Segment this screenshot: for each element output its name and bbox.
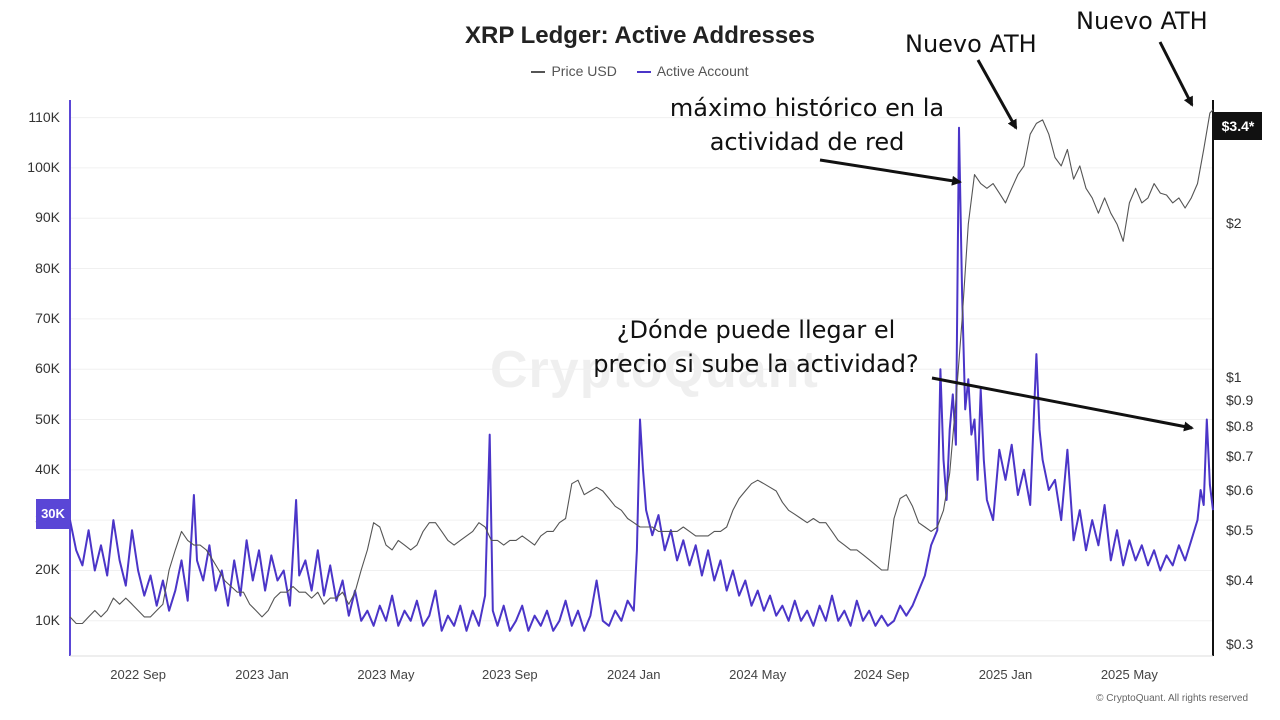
x-tick-label: 2024 May [729,667,787,682]
legend-label-active-account: Active Account [656,63,749,79]
y-right-tick-label: $0.9 [1226,392,1254,409]
series-layer [69,109,1214,632]
annotation-network-activity: máximo histórico en la actividad de red [660,91,954,159]
y-right-tick-label: $0.6 [1226,481,1254,498]
x-tick-label: 2024 Jan [607,667,661,682]
legend-label-price: Price USD [551,63,617,79]
gridlines [70,117,1213,622]
x-tick-label: 2025 May [1100,667,1158,682]
y-right-tick-label: $0.4 [1226,571,1254,588]
y-left-tick-label: 50K [35,410,60,427]
y-right-tick-label: $0.5 [1226,522,1254,539]
annotation-network-line-2: actividad de red [709,128,905,156]
series-line-price-usd[interactable] [69,109,1214,625]
series-line-active-account[interactable] [69,126,1214,632]
y-left-tick-label: 70K [35,309,60,326]
annotation-arrow-network [819,158,962,186]
legend-item-active-account[interactable]: Active Account [636,63,749,79]
y-right-tick-label: $0.8 [1226,418,1254,435]
annotation-ath-1: Nuevo ATH [905,30,1037,58]
annotation-network-line-1: máximo histórico en la [669,94,945,122]
annotation-question: ¿Dónde puede llegar el precio si sube la… [580,313,932,381]
copyright: © CryptoQuant. All rights reserved [1096,693,1248,704]
x-tick-label: 2024 Sep [853,667,910,682]
y-right-tick-label: $2 [1226,215,1242,232]
annotation-arrow-ath1 [976,59,1018,130]
x-tick-label: 2025 Jan [978,667,1033,682]
x-tick-label: 2022 Sep [110,667,166,682]
y-left-tick-label: 100K [27,158,60,175]
y-left-tick-label: 90K [35,209,60,226]
legend-swatch-price [531,71,546,74]
current-value-badge-left: 30K [36,499,70,529]
y-left-tick-label: 60K [35,360,60,377]
y-left-tick-label: 10K [35,611,60,628]
x-tick-label: 2023 Sep [482,667,538,682]
y-left-tick-label: 80K [35,259,60,276]
y-right-tick-label: $1 [1226,368,1242,385]
current-price-badge: $3.4* [1214,112,1262,140]
y-left-tick-label: 40K [35,460,60,477]
y-right-tick-label: $0.3 [1226,635,1254,652]
chart-legend: Price USD Active Account [0,63,1280,79]
y-right-tick-label: $0.7 [1226,447,1254,464]
annotation-question-line-1: ¿Dónde puede llegar el [616,316,896,344]
annotation-question-line-2: precio si sube la actividad? [593,350,919,378]
legend-item-price[interactable]: Price USD [531,63,617,79]
legend-swatch-active-account [636,71,651,74]
annotation-ath-2: Nuevo ATH [1076,7,1208,35]
chart-title: XRP Ledger: Active Addresses [465,22,815,49]
annotation-arrow-ath2 [1158,41,1194,107]
annotation-arrow-question [931,376,1194,432]
watermark: CryptoQuant [490,341,819,399]
y-left-tick-label: 110K [28,108,60,125]
x-tick-label: 2023 Jan [235,667,289,682]
y-left-tick-label: 20K [35,561,60,578]
x-tick-label: 2023 May [357,667,415,682]
